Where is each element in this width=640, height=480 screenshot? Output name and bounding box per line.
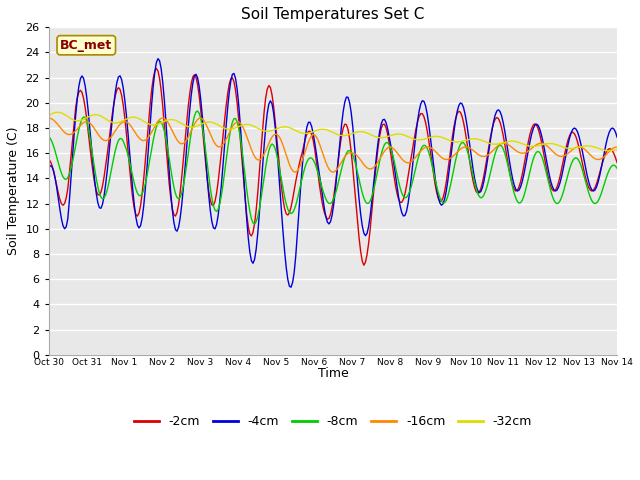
Text: BC_met: BC_met [60,39,113,52]
Legend: -2cm, -4cm, -8cm, -16cm, -32cm: -2cm, -4cm, -8cm, -16cm, -32cm [129,410,537,433]
Title: Soil Temperatures Set C: Soil Temperatures Set C [241,7,424,22]
Y-axis label: Soil Temperature (C): Soil Temperature (C) [7,127,20,255]
X-axis label: Time: Time [317,367,348,380]
